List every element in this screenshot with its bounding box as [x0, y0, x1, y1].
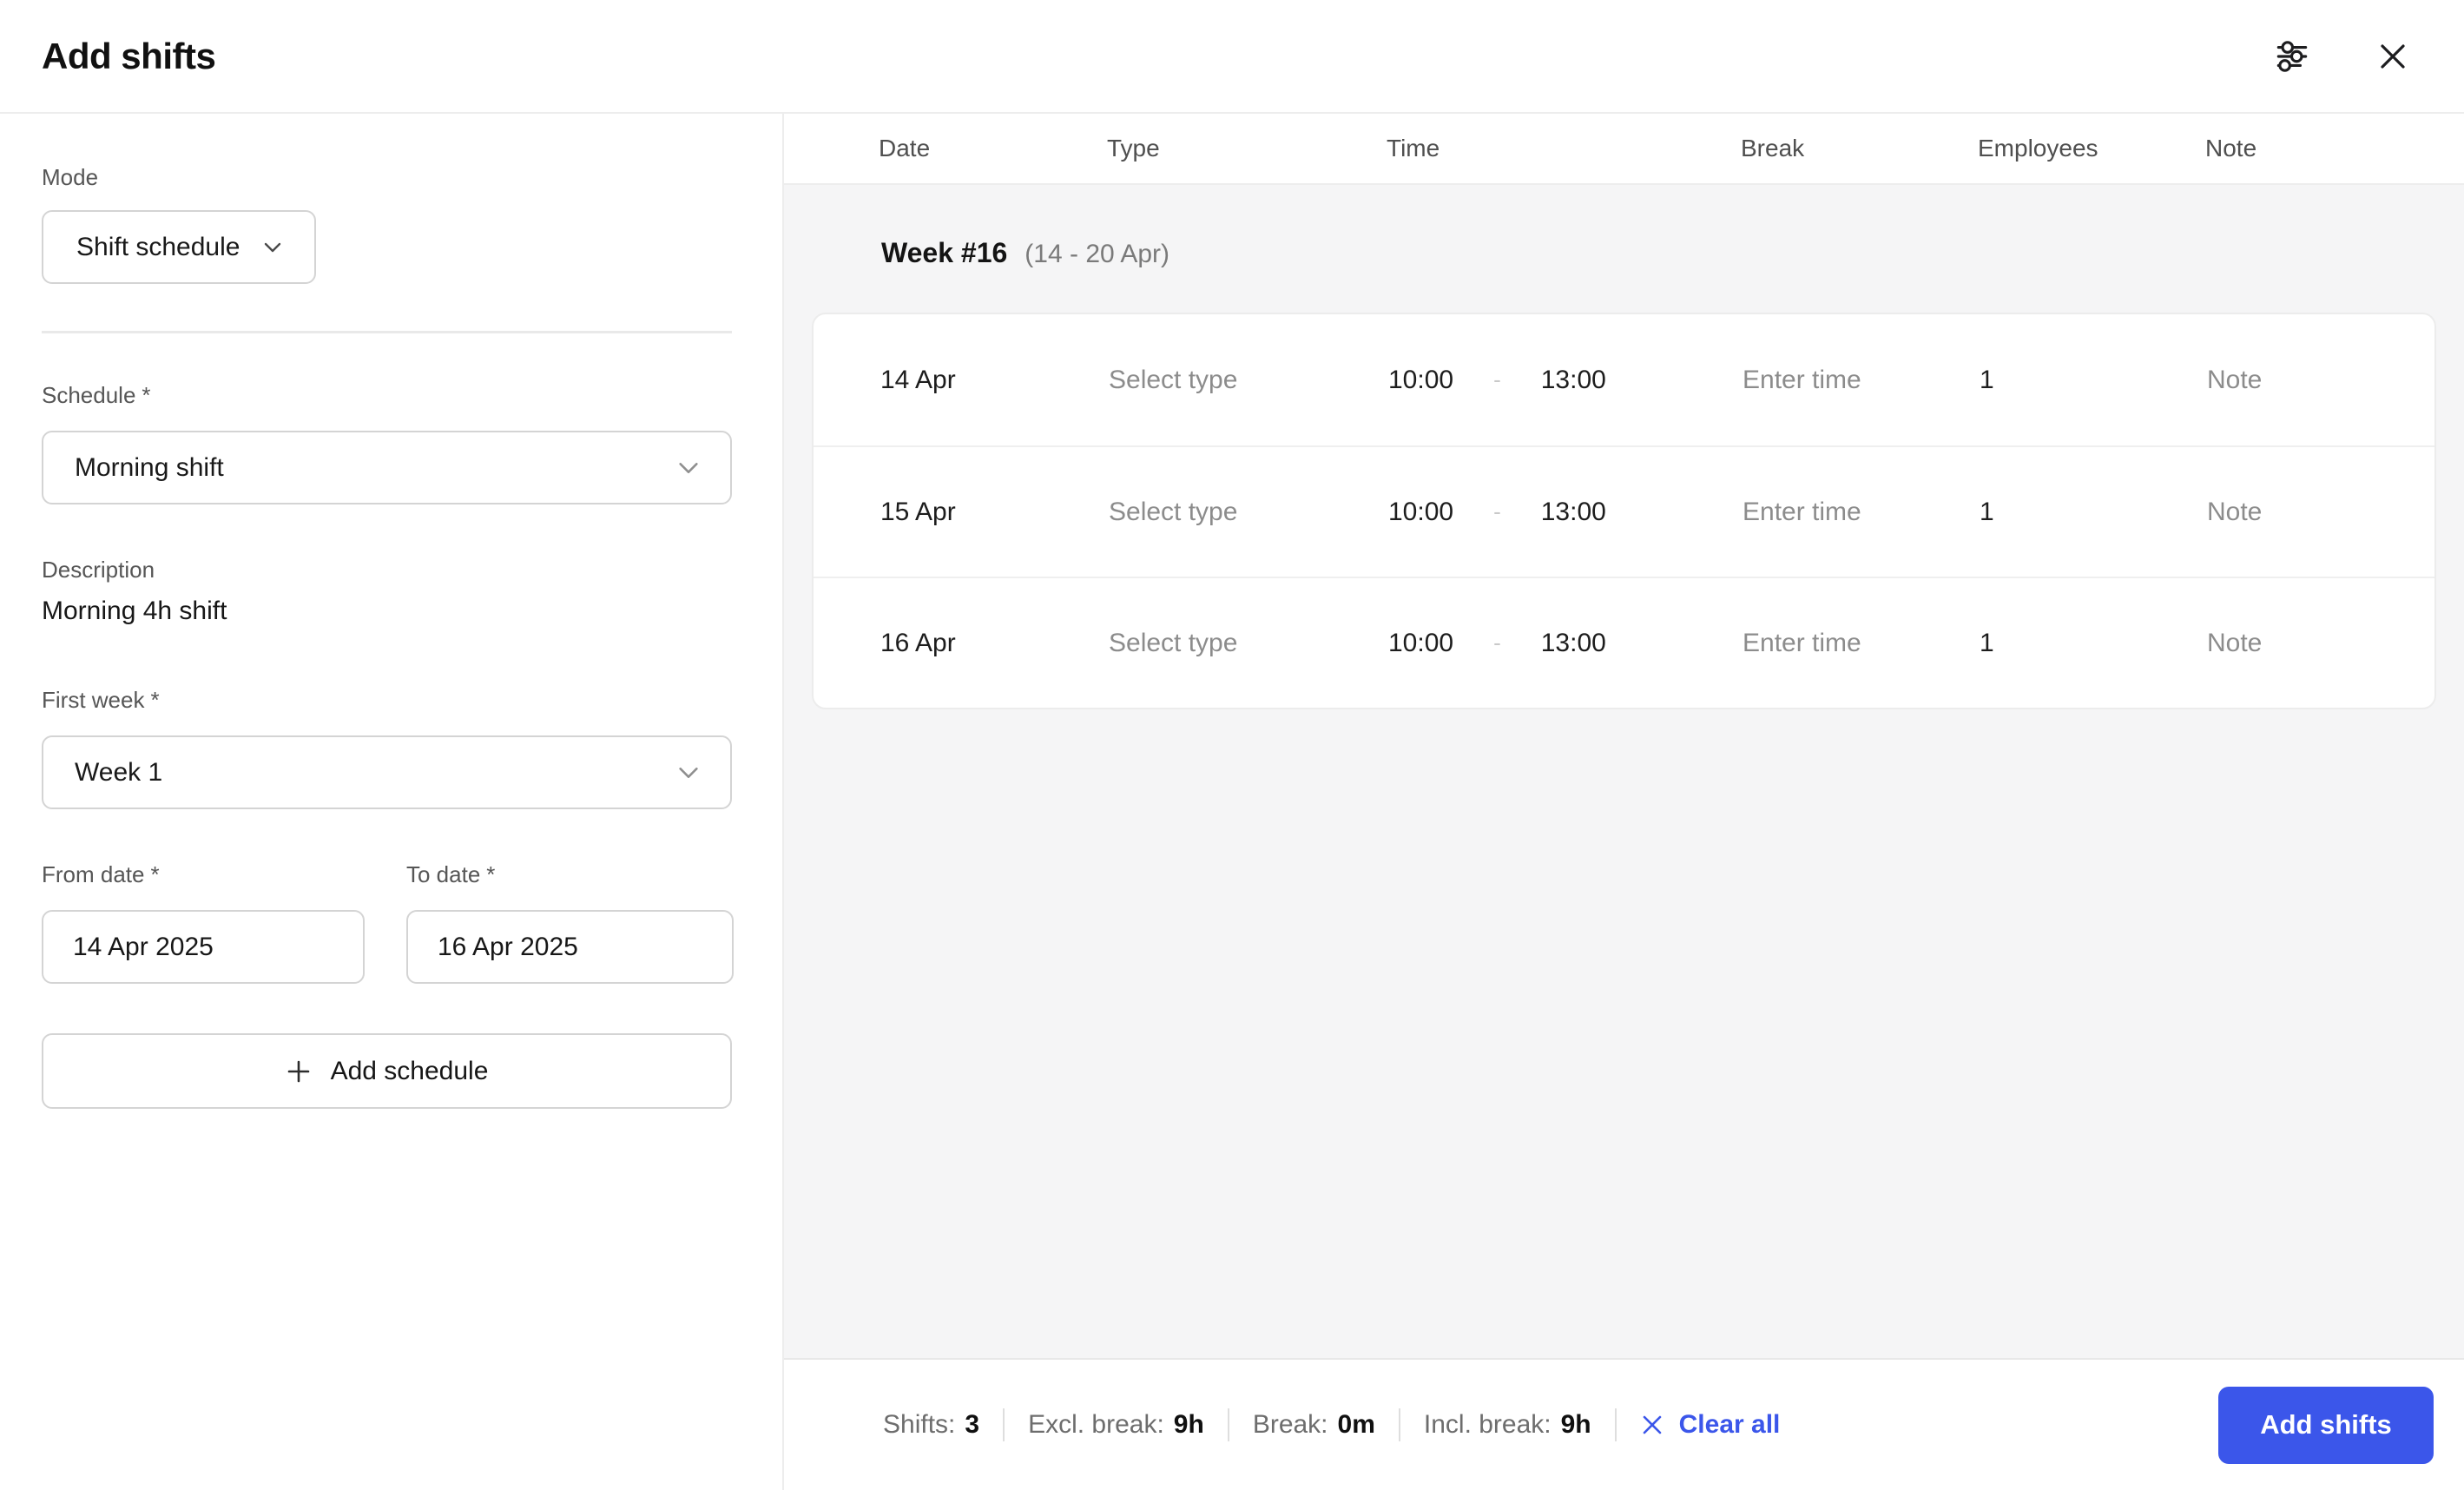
first-week-value: Week 1	[75, 757, 163, 787]
to-date-field: To date *	[406, 861, 734, 984]
header-actions	[2270, 34, 2415, 79]
time-separator: -	[1493, 366, 1501, 392]
dialog-header: Add shifts	[0, 0, 2464, 114]
week-heading: Week #16 (14 - 20 Apr)	[881, 237, 2464, 269]
add-shifts-button[interactable]: Add shifts	[2218, 1386, 2434, 1464]
time-from-input[interactable]: 10:00	[1388, 628, 1454, 657]
section-divider	[42, 331, 732, 333]
required-asterisk: *	[150, 687, 160, 713]
summary-separator	[1614, 1408, 1617, 1441]
summary-break: Break: 0m	[1252, 1410, 1375, 1439]
shift-date: 14 Apr	[880, 365, 956, 394]
date-range-fields: From date* To date*	[42, 861, 734, 984]
plus-icon	[286, 1058, 312, 1085]
table-row: 15 Apr Select type 10:00 - 13:00 Enter t…	[814, 445, 2434, 577]
time-to-input[interactable]: 13:00	[1540, 497, 1606, 526]
summary-shifts: Shifts: 3	[883, 1410, 980, 1439]
shifts-footer: Shifts: 3 Excl. break: 9h Break: 0m	[784, 1358, 2464, 1490]
chevron-down-icon	[678, 462, 699, 474]
shift-type-select[interactable]: Select type	[1109, 365, 1238, 394]
clear-all-button[interactable]: Clear all	[1640, 1410, 1781, 1440]
from-date-label: From date *	[42, 861, 160, 887]
schedule-label: Schedule *	[42, 382, 151, 408]
time-to-input[interactable]: 13:00	[1540, 628, 1606, 657]
required-asterisk: *	[142, 382, 151, 408]
shifts-panel: Date Type Time Break Employees Note Week…	[784, 114, 2464, 1490]
table-header: Date Type Time Break Employees Note	[784, 114, 2464, 185]
close-button[interactable]	[2370, 34, 2415, 79]
shift-time-range: 10:00 - 13:00	[1388, 366, 1743, 395]
time-to-input[interactable]: 13:00	[1540, 365, 1606, 394]
employees-count[interactable]: 1	[1980, 365, 1994, 394]
time-separator: -	[1493, 630, 1501, 656]
mode-dropdown[interactable]: Shift schedule	[42, 210, 317, 284]
shift-time-range: 10:00 - 13:00	[1388, 498, 1743, 527]
time-from-input[interactable]: 10:00	[1388, 365, 1454, 394]
settings-panel: Mode Shift schedule Schedule * Morning sh…	[0, 114, 784, 1490]
add-schedule-label: Add schedule	[330, 1056, 489, 1085]
dialog-body: Mode Shift schedule Schedule * Morning sh…	[0, 114, 2464, 1490]
note-input[interactable]: Note	[2207, 628, 2263, 657]
required-asterisk: *	[150, 861, 160, 887]
shift-time-range: 10:00 - 13:00	[1388, 629, 1743, 658]
note-input[interactable]: Note	[2207, 365, 2263, 394]
required-asterisk: *	[486, 861, 496, 887]
to-date-input[interactable]	[406, 910, 734, 984]
summary-separator	[1003, 1408, 1005, 1441]
description-value: Morning 4h shift	[42, 597, 227, 625]
sliders-icon	[2272, 36, 2312, 76]
summary-separator	[1398, 1408, 1400, 1441]
schedule-value: Morning shift	[75, 452, 224, 482]
employees-count[interactable]: 1	[1980, 628, 1994, 657]
mode-label: Mode	[42, 164, 99, 190]
clear-x-icon	[1640, 1413, 1664, 1437]
summary-excl-break: Excl. break: 9h	[1028, 1410, 1204, 1439]
table-row: 14 Apr Select type 10:00 - 13:00 Enter t…	[814, 314, 2434, 445]
shift-type-select[interactable]: Select type	[1109, 497, 1238, 526]
first-week-label: First week *	[42, 687, 160, 713]
week-date-range: (14 - 20 Apr)	[1024, 240, 1170, 268]
settings-sliders-button[interactable]	[2270, 34, 2315, 79]
to-date-label: To date *	[406, 861, 496, 887]
column-header-break: Break	[1741, 135, 1805, 162]
from-date-field: From date *	[42, 861, 365, 984]
chevron-down-icon	[678, 767, 699, 779]
shift-date: 15 Apr	[880, 497, 956, 526]
column-header-type: Type	[1107, 135, 1160, 162]
shift-card: 14 Apr Select type 10:00 - 13:00 Enter t…	[812, 313, 2436, 709]
summary-separator	[1227, 1408, 1229, 1441]
time-from-input[interactable]: 10:00	[1388, 497, 1454, 526]
column-header-employees: Employees	[1978, 135, 2098, 162]
table-row: 16 Apr Select type 10:00 - 13:00 Enter t…	[814, 577, 2434, 708]
add-schedule-button[interactable]: Add schedule	[42, 1033, 732, 1109]
time-separator: -	[1493, 498, 1501, 524]
shifts-summary: Shifts: 3 Excl. break: 9h Break: 0m	[883, 1408, 1640, 1441]
column-header-time: Time	[1387, 135, 1440, 162]
break-input[interactable]: Enter time	[1743, 628, 1861, 657]
shift-type-select[interactable]: Select type	[1109, 628, 1238, 657]
column-header-note: Note	[2205, 135, 2257, 162]
page-title: Add shifts	[42, 35, 216, 76]
schedule-select[interactable]: Morning shift	[42, 431, 732, 504]
week-title: Week #16	[881, 237, 1008, 268]
first-week-select[interactable]: Week 1	[42, 735, 732, 809]
from-date-input[interactable]	[42, 910, 365, 984]
shifts-content: Week #16 (14 - 20 Apr) 14 Apr Select typ…	[784, 185, 2464, 1358]
clear-all-label: Clear all	[1678, 1410, 1781, 1439]
mode-value: Shift schedule	[76, 232, 240, 261]
close-icon	[2375, 39, 2410, 74]
description-label: Description	[42, 557, 155, 583]
chevron-down-icon	[264, 242, 281, 253]
shift-date: 16 Apr	[880, 628, 956, 657]
break-input[interactable]: Enter time	[1743, 497, 1861, 526]
employees-count[interactable]: 1	[1980, 497, 1994, 526]
summary-incl-break: Incl. break: 9h	[1423, 1410, 1591, 1439]
column-header-date: Date	[879, 135, 931, 162]
note-input[interactable]: Note	[2207, 497, 2263, 526]
break-input[interactable]: Enter time	[1743, 365, 1861, 394]
